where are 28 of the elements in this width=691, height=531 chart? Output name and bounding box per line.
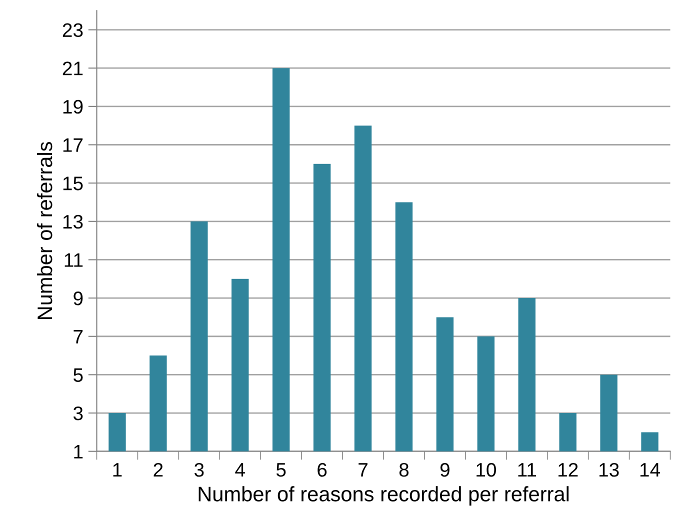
y-tick-label: 21 (62, 62, 83, 76)
x-tick-label: 3 (194, 462, 204, 477)
y-tick-label: 9 (74, 292, 83, 306)
x-tick-label: 14 (640, 463, 660, 477)
x-tick-label: 5 (276, 463, 286, 477)
y-axis-title: Number of referrals (36, 142, 52, 319)
x-tick-label: 7 (358, 463, 368, 477)
y-tick-label: 5 (74, 368, 83, 382)
x-tick-label: 12 (558, 462, 578, 477)
x-axis-title: Number of reasons recorded per referral (198, 486, 569, 506)
y-tick-label: 11 (64, 253, 83, 267)
x-tick-label: 9 (440, 462, 450, 477)
x-tick-label: 8 (399, 462, 409, 477)
x-tick-label: 2 (154, 462, 163, 477)
x-tick-label: 10 (476, 462, 496, 477)
y-tick-label: 13 (63, 214, 83, 229)
x-tick-label: 1 (113, 463, 122, 477)
y-tick-label: 17 (63, 138, 83, 152)
y-tick-label: 15 (63, 176, 83, 190)
y-tick-label: 3 (73, 406, 83, 420)
x-tick-label: 4 (235, 463, 245, 477)
y-tick-label: 7 (74, 330, 83, 344)
y-tick-label: 23 (62, 23, 83, 38)
x-tick-label: 11 (518, 463, 536, 477)
x-tick-label: 6 (318, 462, 327, 477)
y-tick-label: 1 (74, 445, 83, 458)
y-tick-label: 19 (63, 100, 83, 114)
x-tick-label: 13 (599, 462, 619, 477)
